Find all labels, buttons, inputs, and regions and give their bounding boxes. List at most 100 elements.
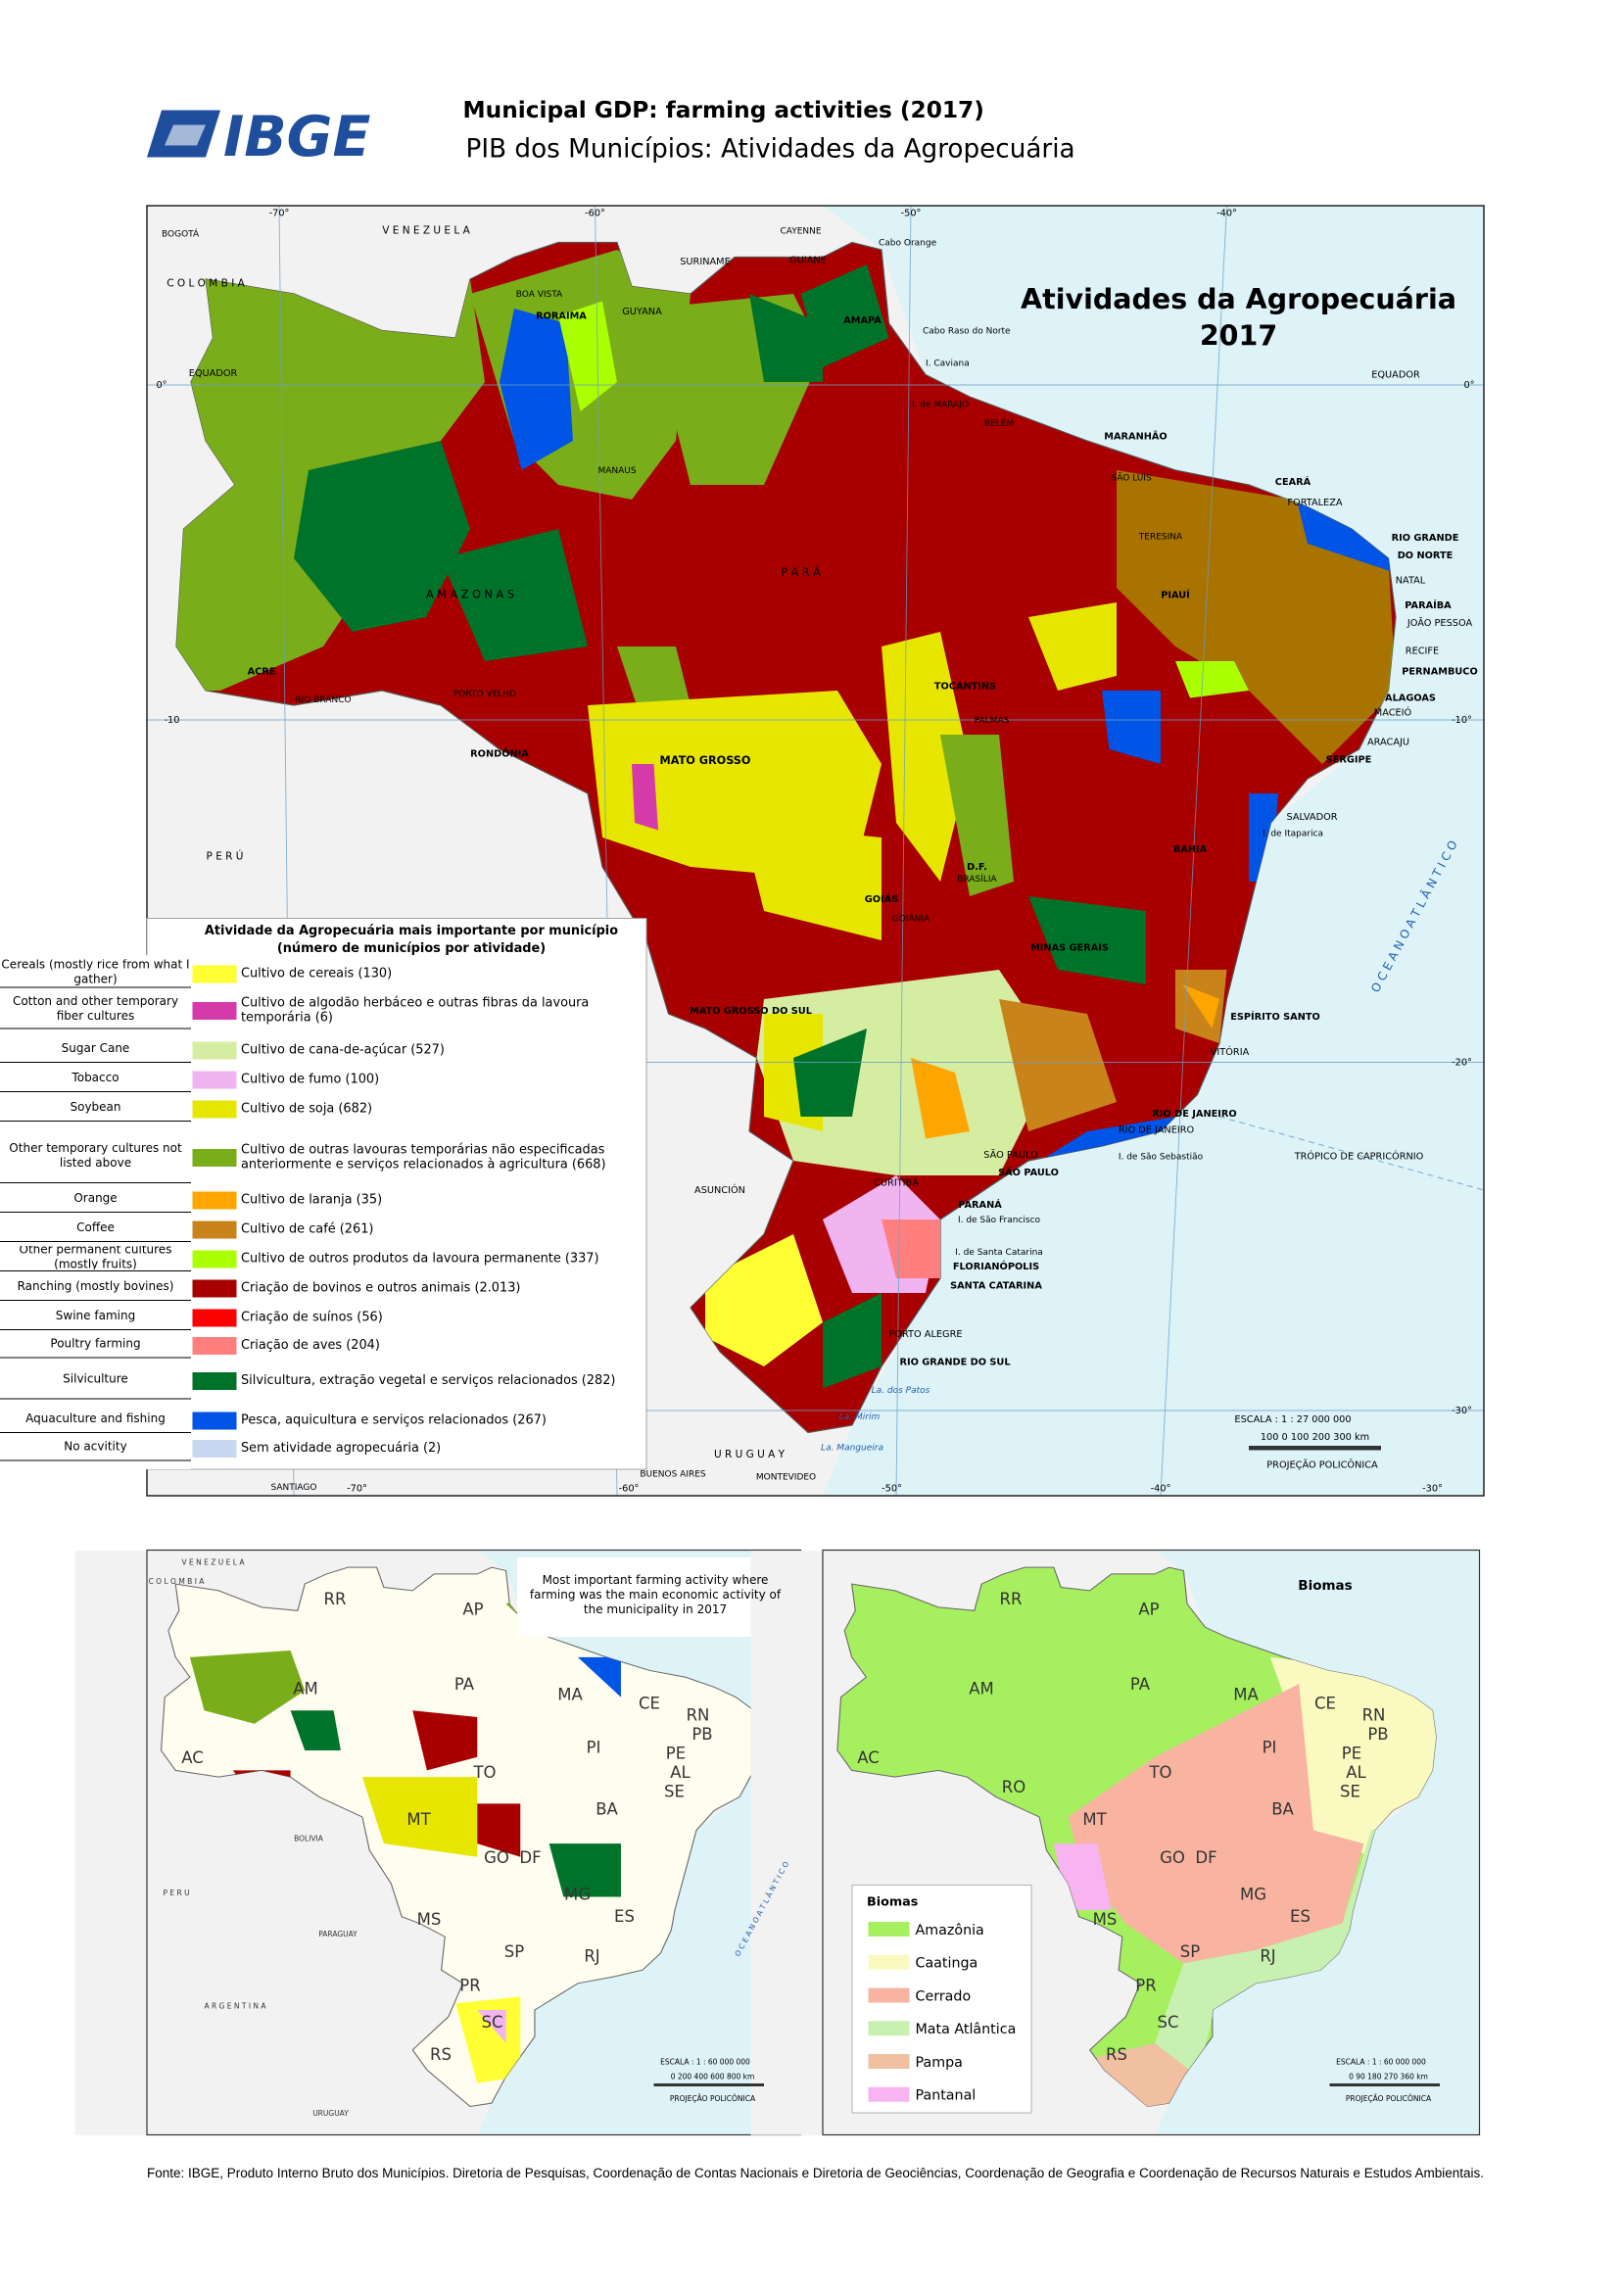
legend-swatch	[192, 1220, 237, 1239]
state-label: AC	[857, 1748, 880, 1767]
country-label: A R G E N T I N A	[204, 2002, 266, 2011]
biome-legend: Amazônia Caatinga Cerrado Mata Atlântica Pam…	[868, 1922, 1017, 2104]
state-label: AC	[181, 1748, 204, 1767]
place-label: PIAUÍ	[1161, 589, 1190, 601]
legend-label-box: Cultivo de laranja (35)	[241, 1193, 382, 1208]
map-scale: ESCALA : 1 : 27 000 000 100 0 100 200 30…	[1234, 1414, 1382, 1471]
place-label: GOIÂNIA	[892, 913, 930, 925]
state-label: PI	[1263, 1739, 1277, 1757]
legend-label-box: Silvicultura, extração vegetal e serviço…	[241, 1374, 615, 1389]
legend-label: Pesca, aquicultura e serviços relacionad…	[241, 1413, 547, 1428]
legend-note-box: Soybean	[70, 1101, 120, 1115]
place-label: SURINAME	[680, 257, 731, 267]
biome-label: Cerrado	[916, 1988, 972, 2004]
place-label: RONDÔNIA	[470, 747, 529, 760]
legend-label: Criação de suínos (56)	[241, 1311, 383, 1325]
projection: PROJEÇÃO POLICÔNICA	[1266, 1459, 1378, 1471]
place-label: ALAGOAS	[1385, 694, 1436, 704]
legend-title: Atividade da Agropecuária mais important…	[205, 924, 618, 938]
graticule-label: -10	[165, 715, 180, 726]
legend-note-box: No acvitity	[64, 1440, 126, 1454]
state-label: CE	[639, 1695, 660, 1713]
legend-swatch	[192, 965, 237, 983]
legend-label: Cultivo de cana-de-açúcar (527)	[241, 1043, 445, 1058]
place-label: NATAL	[1396, 576, 1426, 587]
legend-note-box: Ranching (mostly bovines)	[18, 1280, 174, 1294]
state-label: GO	[484, 1848, 509, 1867]
country-label: C O L O M B I A	[149, 1577, 206, 1586]
legend-label: Sem atividade agropecuária (2)	[241, 1441, 442, 1457]
legend-label-box: Criação de bovinos e outros animais (2.0…	[241, 1281, 520, 1296]
state-label: MA	[1233, 1686, 1259, 1704]
country-label: URUGUAY	[312, 2109, 349, 2118]
inset-title: Most important farming activity where fa…	[529, 1573, 782, 1617]
inset-title-box: Most important farming activity where fa…	[529, 1573, 782, 1617]
legend-note-box: Poultry farming	[50, 1337, 140, 1351]
legend-label-box: Cultivo de outros produtos da lavoura pe…	[241, 1252, 599, 1267]
graticule-label: 0°	[1463, 380, 1474, 391]
place-label: ESPÍRITO SANTO	[1230, 1010, 1320, 1023]
place-label: U R U G U A Y	[714, 1449, 786, 1460]
legend-note-box: Aquaculture and fishing	[25, 1412, 166, 1426]
place-label: ACRE	[248, 667, 276, 678]
place-label: La. Mirim	[839, 1412, 881, 1422]
place-labels: BOGOTÁ V E N E Z U E L A CAYENNE Cabo Orang…	[162, 225, 1478, 1494]
place-label: I. de São Sebastião	[1119, 1153, 1204, 1163]
place-label: GOIÁS	[865, 892, 899, 905]
legend-label: Cultivo de algodão herbáceo e outras fib…	[241, 996, 590, 1026]
place-label: DO NORTE	[1398, 550, 1454, 561]
place-label: I. de São Francisco	[958, 1216, 1041, 1225]
place-label: P A R Á	[781, 566, 821, 579]
legend-swatch	[192, 1071, 237, 1089]
place-label: MONTEVIDEO	[756, 1473, 816, 1483]
legend: Atividade da Agropecuária mais important…	[0, 918, 647, 1470]
main-map-frame	[146, 205, 1485, 1497]
place-label: BOGOTÁ	[162, 228, 200, 240]
biome-legend-title: Biomas	[867, 1895, 918, 1910]
place-label: PORTO VELHO	[453, 690, 516, 699]
legend-swatch	[192, 1279, 237, 1298]
scale-bar-labels: 0 200 400 600 800 km	[671, 2073, 755, 2081]
place-label: CAYENNE	[780, 227, 821, 237]
state-label: PE	[1342, 1745, 1361, 1763]
place-label: RIO GRANDE DO SUL	[899, 1358, 1010, 1368]
state-label: AL	[670, 1763, 691, 1782]
state-label: RJ	[1260, 1947, 1275, 1966]
biome-swatch	[868, 1987, 910, 2003]
source-note: Fonte: IBGE, Produto Interno Bruto dos M…	[147, 2166, 1485, 2180]
place-label: P E R Ú	[207, 850, 244, 863]
place-label: JOÃO PESSOA	[1406, 616, 1473, 629]
biome-label: Mata Atlântica	[916, 2022, 1017, 2037]
place-label: D.F.	[967, 862, 987, 873]
state-label: AP	[462, 1601, 483, 1619]
place-label: RIO GRANDE	[1392, 533, 1459, 544]
legend-swatch	[192, 1411, 237, 1430]
place-label: PARAÍBA	[1405, 598, 1452, 611]
graticule-labels: -70° -60° -50° -40° -70° -60° -50° -40° -30° 0° -1…	[156, 209, 1474, 1495]
place-label: MINAS GERAIS	[1030, 943, 1109, 954]
legend-note-box: Swine faming	[56, 1310, 135, 1323]
map-title: Atividades da Agropecuária	[1021, 283, 1456, 315]
state-label: MA	[557, 1686, 583, 1704]
place-label: RIO DE JANEIRO	[1152, 1109, 1236, 1120]
legend-swatch	[192, 1337, 237, 1355]
place-label: EQUADOR	[1371, 370, 1420, 381]
state-label: PA	[454, 1675, 475, 1694]
legend-note: Coffee	[76, 1220, 115, 1235]
legend-label-box: Cultivo de cereais (130)	[241, 967, 392, 981]
legend-label-box: Criação de aves (204)	[241, 1339, 380, 1354]
legend-note-box: Orange	[73, 1192, 117, 1206]
place-label: C O L O M B I A	[167, 278, 245, 290]
scale-bar	[1329, 2083, 1441, 2086]
state-label: MT	[406, 1810, 431, 1829]
logo: IBGE	[147, 105, 370, 169]
place-label: V E N E Z U E L A	[382, 225, 470, 237]
scale-text: ESCALA : 1 : 60 000 000	[660, 2058, 750, 2067]
place-label: RORAIMA	[536, 311, 587, 322]
graticule-label: 0°	[156, 380, 167, 391]
place-label: Cabo Raso do Norte	[923, 327, 1011, 337]
scale-bar	[653, 2083, 765, 2086]
state-label: BA	[1271, 1800, 1294, 1819]
state-label: ES	[1290, 1907, 1311, 1926]
state-label: SC	[482, 2013, 503, 2032]
